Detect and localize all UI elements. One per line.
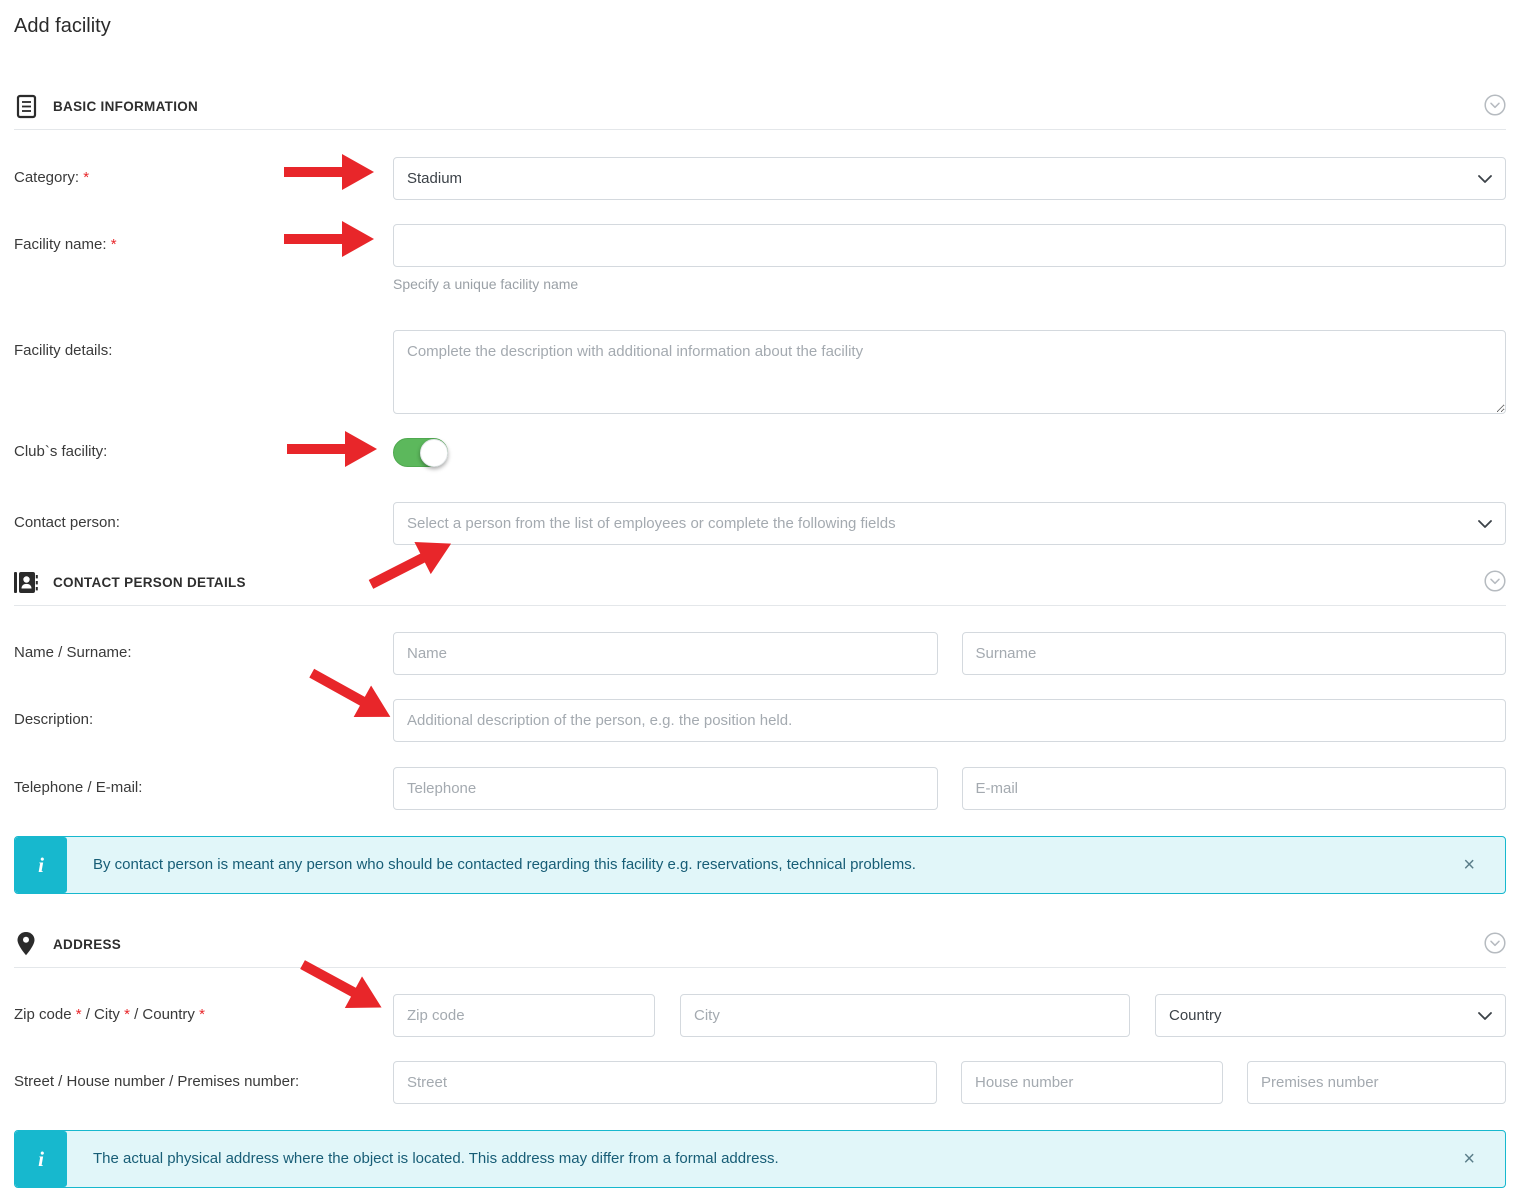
section-address-title: ADDRESS xyxy=(53,936,122,952)
telephone-email-label: Telephone / E-mail: xyxy=(14,779,143,796)
facility-name-hint: Specify a unique facility name xyxy=(393,276,579,292)
info-icon: i xyxy=(15,1131,67,1187)
collapse-contact-button[interactable] xyxy=(1484,569,1506,595)
clubs-facility-label: Club`s facility: xyxy=(14,443,108,460)
collapse-basic-button[interactable] xyxy=(1484,93,1506,119)
facility-details-textarea[interactable] xyxy=(393,330,1506,414)
section-contact-person-details: CONTACT PERSON DETAILS xyxy=(14,569,1506,606)
chevron-down-circle-icon xyxy=(1484,93,1506,119)
description-row: Description: xyxy=(14,699,1506,742)
section-contact-title: CONTACT PERSON DETAILS xyxy=(53,574,246,590)
info-icon: i xyxy=(15,837,67,893)
facility-name-label: Facility name: * xyxy=(14,236,117,253)
street-house-premises-label: Street / House number / Premises number: xyxy=(14,1073,300,1090)
email-input[interactable] xyxy=(961,767,1506,810)
country-select[interactable]: Country xyxy=(1155,994,1506,1037)
zip-city-country-label: Zip code * / City * / Country * xyxy=(14,1006,205,1023)
contact-person-info-box: i By contact person is meant any person … xyxy=(14,836,1506,894)
description-label: Description: xyxy=(14,711,94,728)
map-pin-icon xyxy=(14,931,38,957)
close-icon[interactable]: × xyxy=(1453,1131,1505,1187)
contact-person-row: Contact person: Select a person from the… xyxy=(14,502,1506,545)
address-info-text: The actual physical address where the ob… xyxy=(93,1150,779,1167)
close-icon[interactable]: × xyxy=(1453,837,1505,893)
chevron-down-circle-icon xyxy=(1484,931,1506,957)
clubs-facility-toggle[interactable] xyxy=(393,438,448,467)
contact-person-info-text: By contact person is meant any person wh… xyxy=(93,856,916,873)
facility-name-input[interactable] xyxy=(393,224,1506,267)
section-address: ADDRESS xyxy=(14,931,1506,968)
surname-input[interactable] xyxy=(961,632,1506,675)
street-input[interactable] xyxy=(393,1061,937,1104)
clubs-facility-row: Club`s facility: xyxy=(14,437,1506,467)
facility-details-row: Facility details: xyxy=(14,330,1506,414)
address-info-box: i The actual physical address where the … xyxy=(14,1130,1506,1188)
telephone-input[interactable] xyxy=(393,767,938,810)
toggle-knob xyxy=(420,438,448,467)
contact-person-label: Contact person: xyxy=(14,514,120,531)
zip-city-country-row: Zip code * / City * / Country * Country xyxy=(14,994,1506,1037)
facility-name-row: Facility name: * Specify a unique facili… xyxy=(14,224,1506,292)
category-label: Category: * xyxy=(14,169,90,186)
section-basic-title: BASIC INFORMATION xyxy=(53,98,199,114)
page-title: Add facility xyxy=(14,15,111,37)
contact-person-select[interactable]: Select a person from the list of employe… xyxy=(393,502,1506,545)
collapse-address-button[interactable] xyxy=(1484,931,1506,957)
name-surname-row: Name / Surname: xyxy=(14,632,1506,675)
category-row: Category: * Stadium xyxy=(14,157,1506,200)
description-input[interactable] xyxy=(393,699,1506,742)
house-number-input[interactable] xyxy=(961,1061,1223,1104)
section-basic-information: BASIC INFORMATION xyxy=(14,93,1506,130)
address-book-icon xyxy=(14,569,38,595)
street-house-premises-row: Street / House number / Premises number: xyxy=(14,1061,1506,1104)
zip-code-input[interactable] xyxy=(393,994,655,1037)
name-input[interactable] xyxy=(393,632,938,675)
chevron-down-circle-icon xyxy=(1484,569,1506,595)
name-surname-label: Name / Surname: xyxy=(14,644,132,661)
city-input[interactable] xyxy=(680,994,1130,1037)
category-select[interactable]: Stadium xyxy=(393,157,1506,200)
telephone-email-row: Telephone / E-mail: xyxy=(14,767,1506,810)
facility-details-label: Facility details: xyxy=(14,342,113,359)
premises-number-input[interactable] xyxy=(1247,1061,1506,1104)
document-icon xyxy=(14,93,38,119)
